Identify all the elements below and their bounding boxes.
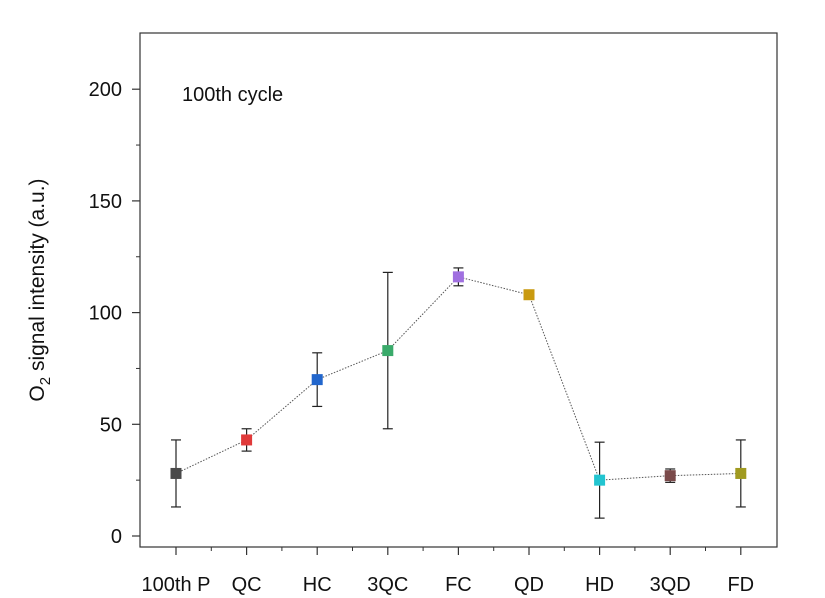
data-point (452, 271, 464, 283)
x-tick-label: 3QD (650, 574, 691, 596)
y-axis-title-suffix: signal intensity (a.u.) (26, 178, 49, 376)
y-tick-label: 0 (111, 526, 122, 548)
y-axis-title-prefix: O (26, 385, 49, 401)
x-tick-label: 3QC (367, 574, 408, 596)
data-point (523, 289, 535, 301)
plot-frame (139, 32, 778, 548)
x-tick-label: HD (585, 574, 614, 596)
chart-annotation: 100th cycle (182, 84, 283, 106)
data-point (241, 434, 253, 446)
x-axis: 100th P QC HC 3QC FC QD HD 3QD FD (142, 547, 754, 596)
y-tick-label: 100 (89, 303, 122, 325)
x-tick-label: FC (445, 574, 472, 596)
data-point (311, 374, 323, 386)
data-point (664, 470, 676, 482)
x-tick-label: FD (727, 574, 754, 596)
data-point (382, 345, 394, 357)
data-point (594, 474, 606, 486)
y-axis-title: O2 signal intensity (a.u.) (26, 178, 54, 401)
data-point (170, 467, 182, 479)
y-axis: 0 50 100 150 200 (89, 79, 140, 548)
series-line (175, 276, 741, 481)
data-series (170, 267, 747, 519)
x-tick-label: QD (514, 574, 544, 596)
y-axis-title-subscript: 2 (37, 377, 54, 385)
y-tick-label: 150 (89, 191, 122, 213)
x-tick-label: HC (303, 574, 332, 596)
x-tick-label: 100th P (142, 574, 211, 596)
y-tick-label: 50 (100, 414, 122, 436)
data-point (735, 467, 747, 479)
x-tick-label: QC (232, 574, 262, 596)
y-tick-label: 200 (89, 79, 122, 101)
